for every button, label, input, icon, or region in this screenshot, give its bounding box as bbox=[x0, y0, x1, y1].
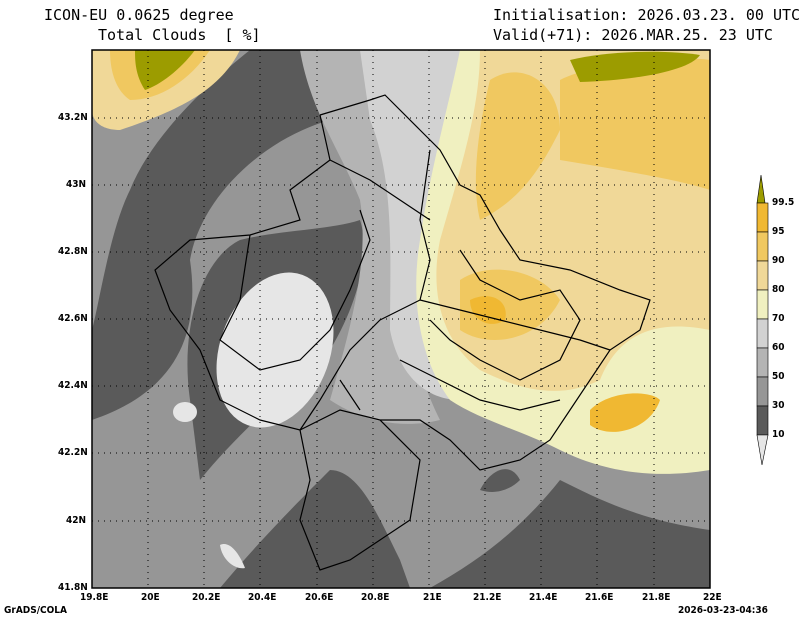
colorbar-label: 50 bbox=[772, 371, 785, 382]
colorbar-80 bbox=[756, 260, 769, 291]
init-time: Initialisation: 2026.03.23. 00 UTC bbox=[493, 6, 800, 24]
lat-label: 42.6N bbox=[58, 313, 88, 324]
lon-label: 20.4E bbox=[248, 592, 277, 603]
colorbar-10 bbox=[756, 405, 769, 436]
lon-label: 19.8E bbox=[80, 592, 109, 603]
lat-label: 41.8N bbox=[58, 582, 88, 593]
colorbar-below-10 bbox=[756, 434, 769, 466]
cloud-field bbox=[92, 50, 710, 588]
colorbar-95 bbox=[756, 202, 769, 233]
admin-borders bbox=[154, 94, 651, 571]
colorbar-label: 99.5 bbox=[772, 197, 795, 208]
colorbar-label: 95 bbox=[772, 226, 785, 237]
lon-label: 21.2E bbox=[473, 592, 502, 603]
valid-time: Valid(+71): 2026.MAR.25. 23 UTC bbox=[493, 26, 773, 44]
lat-label: 43N bbox=[66, 179, 87, 190]
lat-label: 42N bbox=[66, 515, 87, 526]
colorbar bbox=[756, 174, 769, 466]
colorbar-label: 70 bbox=[772, 313, 785, 324]
colorbar-label: 90 bbox=[772, 255, 785, 266]
render-timestamp: 2026-03-23-04:36 bbox=[678, 605, 768, 616]
lat-label: 42.4N bbox=[58, 380, 88, 391]
lat-label: 43.2N bbox=[58, 112, 88, 123]
lon-label: 20.2E bbox=[192, 592, 221, 603]
lon-label: 20.6E bbox=[305, 592, 334, 603]
variable-title: Total Clouds [ %] bbox=[98, 26, 261, 44]
colorbar-label: 60 bbox=[772, 342, 785, 353]
lat-label: 42.8N bbox=[58, 246, 88, 257]
lon-label: 21.4E bbox=[529, 592, 558, 603]
colorbar-above-99-5 bbox=[756, 174, 766, 204]
lon-label: 20E bbox=[141, 592, 160, 603]
colorbar-label: 10 bbox=[772, 429, 785, 440]
lon-label: 22E bbox=[703, 592, 722, 603]
colorbar-70 bbox=[756, 289, 769, 320]
colorbar-50 bbox=[756, 347, 769, 378]
lon-label: 21.6E bbox=[585, 592, 614, 603]
colorbar-60 bbox=[756, 318, 769, 349]
map-frame bbox=[91, 49, 711, 589]
colorbar-30 bbox=[756, 376, 769, 407]
model-title: ICON-EU 0.0625 degree bbox=[44, 6, 234, 24]
lat-label: 42.2N bbox=[58, 447, 88, 458]
grid bbox=[92, 50, 710, 588]
lon-label: 21E bbox=[423, 592, 442, 603]
colorbar-90 bbox=[756, 231, 769, 262]
colorbar-label: 80 bbox=[772, 284, 785, 295]
software-credit: GrADS/COLA bbox=[4, 605, 67, 616]
lon-label: 21.8E bbox=[642, 592, 671, 603]
colorbar-label: 30 bbox=[772, 400, 785, 411]
lon-label: 20.8E bbox=[361, 592, 390, 603]
